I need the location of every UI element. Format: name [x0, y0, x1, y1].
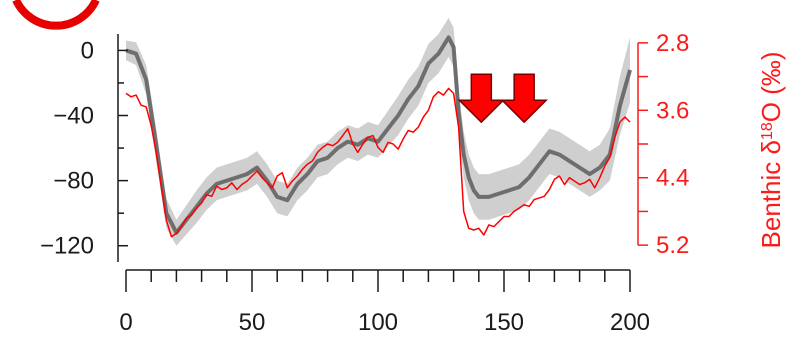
- right-axis-title-superscript: 18: [759, 122, 776, 140]
- x-axis-tick-label: 50: [239, 309, 266, 336]
- x-axis-tick-label: 200: [610, 309, 650, 336]
- arrow-down-icon: [502, 74, 546, 122]
- logo-circle-icon: [16, 0, 96, 26]
- uncertainty-band: [126, 18, 630, 246]
- x-axis-tick-label: 150: [484, 309, 524, 336]
- left-axis-tick-label: 0: [81, 37, 94, 64]
- right-axis-title-suffix: O (‰): [756, 52, 786, 123]
- right-axis-title: Benthic δ18O (‰): [756, 52, 786, 249]
- right-axis-tick-label: 4.4: [656, 165, 689, 192]
- left-axis-tick-label: −40: [53, 103, 94, 130]
- right-axis-tick-label: 5.2: [656, 232, 689, 259]
- left-axis-tick-label: −80: [53, 168, 94, 195]
- left-y-axis: 0 −40 −80 −120: [40, 34, 128, 262]
- plot-area: [126, 18, 630, 246]
- right-axis-tick-label: 2.8: [656, 30, 689, 57]
- arrow-down-icon: [459, 74, 503, 122]
- right-y-axis: 2.8 3.6 4.4 5.2: [638, 30, 689, 259]
- left-axis-tick-label: −120: [40, 233, 94, 260]
- right-axis-tick-label: 3.6: [656, 97, 689, 124]
- x-axis-tick-label: 100: [358, 309, 398, 336]
- right-axis-title-prefix: Benthic δ: [756, 140, 786, 248]
- x-axis-tick-label: 0: [119, 309, 132, 336]
- x-axis: 0 50 100 150 200: [119, 270, 650, 336]
